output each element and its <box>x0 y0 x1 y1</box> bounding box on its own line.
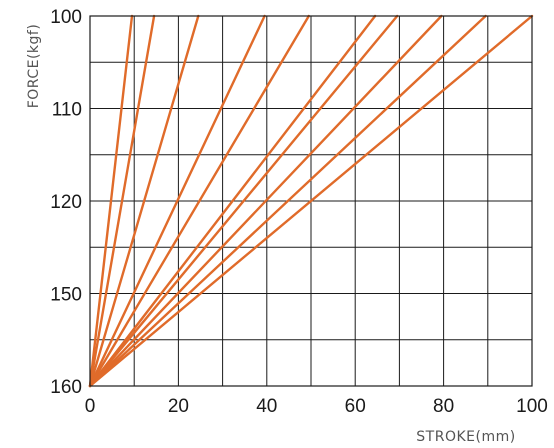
series-line-7 <box>88 14 399 388</box>
y-tick-label: 160 <box>50 377 82 398</box>
series-lines <box>88 14 534 388</box>
series-line-8 <box>88 14 443 388</box>
x-tick-label: 100 <box>516 396 548 417</box>
series-line-3 <box>88 14 200 388</box>
y-axis-title: FORCE(kgf) <box>26 24 42 109</box>
series-line-5 <box>88 14 310 388</box>
x-axis-title: STROKE(mm) <box>416 429 515 445</box>
x-tick-label: 40 <box>256 396 277 417</box>
series-line-6 <box>88 14 377 388</box>
y-tick-label: 110 <box>52 100 82 121</box>
series-line-4 <box>88 14 266 388</box>
y-tick-label: 150 <box>50 285 82 306</box>
plot-border <box>89 15 533 387</box>
plot-frame <box>89 15 533 387</box>
series-line-9 <box>88 14 487 388</box>
series-line-10 <box>88 14 534 388</box>
x-tick-label: 0 <box>85 396 96 417</box>
y-tick-label: 100 <box>50 7 82 28</box>
series-line-2 <box>88 14 156 388</box>
x-tick-label: 60 <box>345 396 366 417</box>
series-line-1 <box>88 14 134 388</box>
y-tick-label: 120 <box>50 192 82 213</box>
x-tick-label: 80 <box>433 396 454 417</box>
grid <box>90 16 532 386</box>
x-tick-label: 20 <box>168 396 189 417</box>
